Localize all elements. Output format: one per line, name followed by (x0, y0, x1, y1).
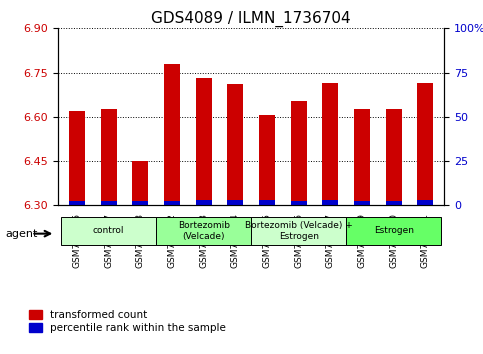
Bar (323, 83, 338, 205)
Bar (291, 201, 307, 205)
Text: control: control (93, 227, 125, 235)
Title: GDS4089 / ILMN_1736704: GDS4089 / ILMN_1736704 (151, 11, 351, 27)
FancyBboxPatch shape (251, 217, 346, 245)
Legend: transformed count, percentile rank within the sample: transformed count, percentile rank withi… (29, 310, 226, 333)
Bar (69, 111, 85, 205)
Bar (196, 200, 212, 205)
Bar (259, 115, 275, 205)
Bar (259, 200, 275, 205)
FancyBboxPatch shape (156, 217, 251, 245)
Bar (354, 201, 370, 205)
Bar (196, 79, 212, 205)
Bar (69, 201, 85, 205)
Bar (354, 109, 370, 205)
Bar (132, 201, 148, 205)
Text: Bortezomib
(Velcade): Bortezomib (Velcade) (178, 221, 229, 241)
Bar (227, 200, 243, 205)
Bar (417, 83, 433, 205)
Bar (132, 161, 148, 205)
Bar (101, 201, 116, 205)
Text: Estrogen: Estrogen (374, 227, 413, 235)
Bar (291, 101, 307, 205)
Bar (417, 200, 433, 205)
FancyBboxPatch shape (61, 217, 156, 245)
FancyBboxPatch shape (346, 217, 441, 245)
Bar (227, 84, 243, 205)
Bar (386, 109, 401, 205)
Bar (323, 200, 338, 205)
Text: agent: agent (5, 229, 37, 239)
Bar (101, 109, 116, 205)
Bar (386, 201, 401, 205)
Bar (164, 64, 180, 205)
Bar (164, 201, 180, 205)
Text: Bortezomib (Velcade) +
Estrogen: Bortezomib (Velcade) + Estrogen (245, 221, 353, 241)
